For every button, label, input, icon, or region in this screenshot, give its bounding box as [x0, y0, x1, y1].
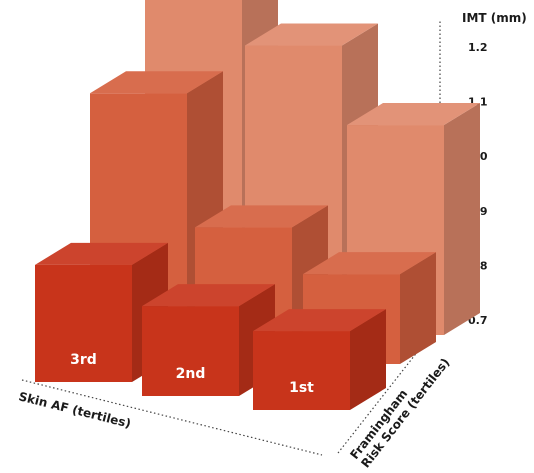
bar-front: [253, 331, 350, 410]
bars: [35, 0, 480, 410]
labels: 1st 2nd 3rd: [70, 352, 314, 396]
bar-top: [245, 23, 378, 46]
bar-side: [444, 103, 480, 335]
bar-front: [142, 306, 239, 396]
z-axis-title: IMT (mm): [462, 11, 527, 25]
bar-top: [195, 205, 328, 228]
bar-top: [303, 252, 436, 275]
bar-top: [253, 309, 386, 332]
bar-top: [90, 71, 223, 94]
bar-side: [350, 309, 386, 410]
bar-label-3rd: 3rd: [70, 352, 97, 368]
x-axis-title: Skin AF (tertiles): [17, 389, 132, 430]
bar-top: [142, 284, 275, 307]
bar-label-2nd: 2nd: [176, 366, 206, 382]
bar-label-1st: 1st: [289, 380, 314, 396]
bar-front: [35, 264, 132, 382]
bar-1st-skinaf-1st-frs: [253, 309, 386, 410]
z-tick-label: 1.2: [468, 41, 488, 54]
bar-side: [400, 252, 436, 364]
bar-top: [347, 103, 480, 126]
bar-top: [35, 242, 168, 265]
